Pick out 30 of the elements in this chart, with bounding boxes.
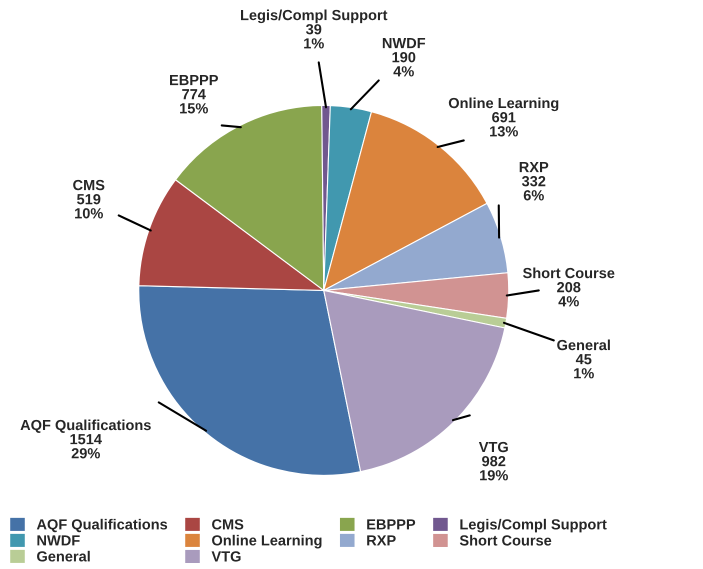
legend-label: Online Learning xyxy=(212,534,322,548)
slice-label: VTG xyxy=(478,442,508,452)
data-label: 774 15% xyxy=(180,89,208,114)
legend-label: EBPPP xyxy=(367,519,416,530)
legend-label: CMS xyxy=(212,519,244,530)
legend-label: VTG xyxy=(212,551,241,562)
data-label: 1514 29% xyxy=(70,434,102,458)
data-label: 208 4% xyxy=(557,282,580,306)
slice-label: EBPPP xyxy=(170,75,218,86)
data-label: 332 6% xyxy=(522,176,546,200)
legend-label: AQF Qualifications xyxy=(36,518,168,532)
data-label: 982 19% xyxy=(480,456,508,480)
data-label: 190 4% xyxy=(392,52,416,76)
legend-label: Short Course xyxy=(460,534,552,546)
legend-label: NWDF xyxy=(37,535,80,546)
data-label: 45 1% xyxy=(574,354,594,378)
slice-label: Short Course xyxy=(522,268,614,278)
legend-label: General xyxy=(37,550,90,562)
slice-label: AQF Qualifications xyxy=(20,419,151,433)
slice-label: NWDF xyxy=(382,38,426,48)
data-label: 39 1% xyxy=(304,24,324,48)
slice-label: Legis/Compl Support xyxy=(241,9,388,24)
slice-label: General xyxy=(557,339,610,350)
data-label: 691 13% xyxy=(490,112,518,137)
slice-label: RXP xyxy=(520,162,548,172)
legend-label: Legis/Compl Support xyxy=(460,518,607,532)
slice-label: CMS xyxy=(73,180,104,190)
slice-label: Online Learning xyxy=(448,97,558,112)
legend-label: RXP xyxy=(367,535,396,546)
data-label: 519 10% xyxy=(75,194,103,218)
